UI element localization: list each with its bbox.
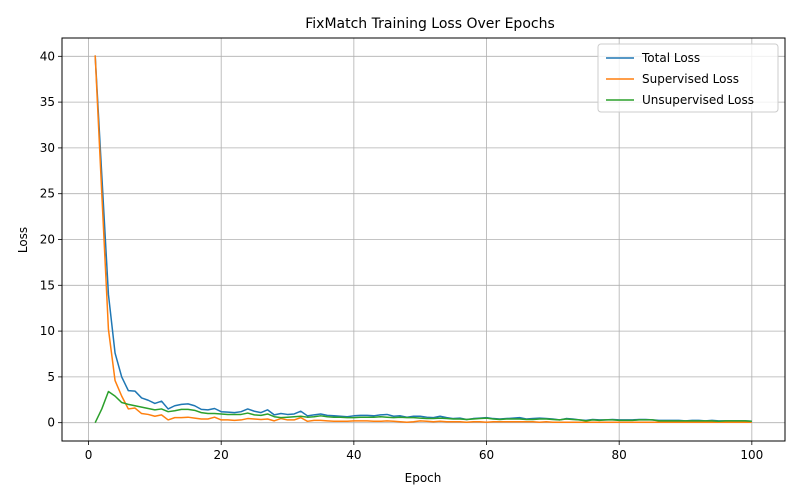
grid: [62, 38, 785, 441]
x-axis-label: Epoch: [405, 471, 442, 485]
y-tick-label: 30: [40, 141, 55, 155]
x-tick-label: 80: [612, 448, 627, 462]
y-tick-label: 5: [47, 370, 55, 384]
y-axis-label: Loss: [16, 227, 30, 253]
series-lines: [94, 55, 752, 424]
legend-label-total-loss: Total Loss: [641, 51, 700, 65]
series-line-supervised-loss: [94, 55, 752, 423]
x-tick-label: 0: [85, 448, 93, 462]
y-tick-label: 40: [40, 49, 55, 63]
x-tick-label: 40: [346, 448, 361, 462]
x-tick-label: 20: [214, 448, 229, 462]
legend-label-supervised-loss: Supervised Loss: [642, 72, 739, 86]
legend-box: [597, 43, 779, 113]
y-tick-label: 20: [40, 233, 55, 247]
chart-title: FixMatch Training Loss Over Epochs: [305, 16, 555, 32]
y-tick-label: 15: [40, 278, 55, 292]
ticks: 0 20 40 60 80 100 0 5 10 15 20 25 30 35 40: [40, 49, 764, 462]
series-line-unsupervised-loss: [94, 390, 752, 424]
legend-label-unsupervised-loss: Unsupervised Loss: [642, 93, 754, 107]
y-tick-label: 35: [40, 95, 55, 109]
y-tick-label: 25: [40, 187, 55, 201]
y-tick-label: 0: [47, 416, 55, 430]
x-tick-label: 60: [479, 448, 494, 462]
y-tick-label: 10: [40, 324, 55, 338]
legend: Total Loss Supervised Loss Unsupervised Lo…: [597, 43, 779, 113]
x-tick-label: 100: [740, 448, 763, 462]
